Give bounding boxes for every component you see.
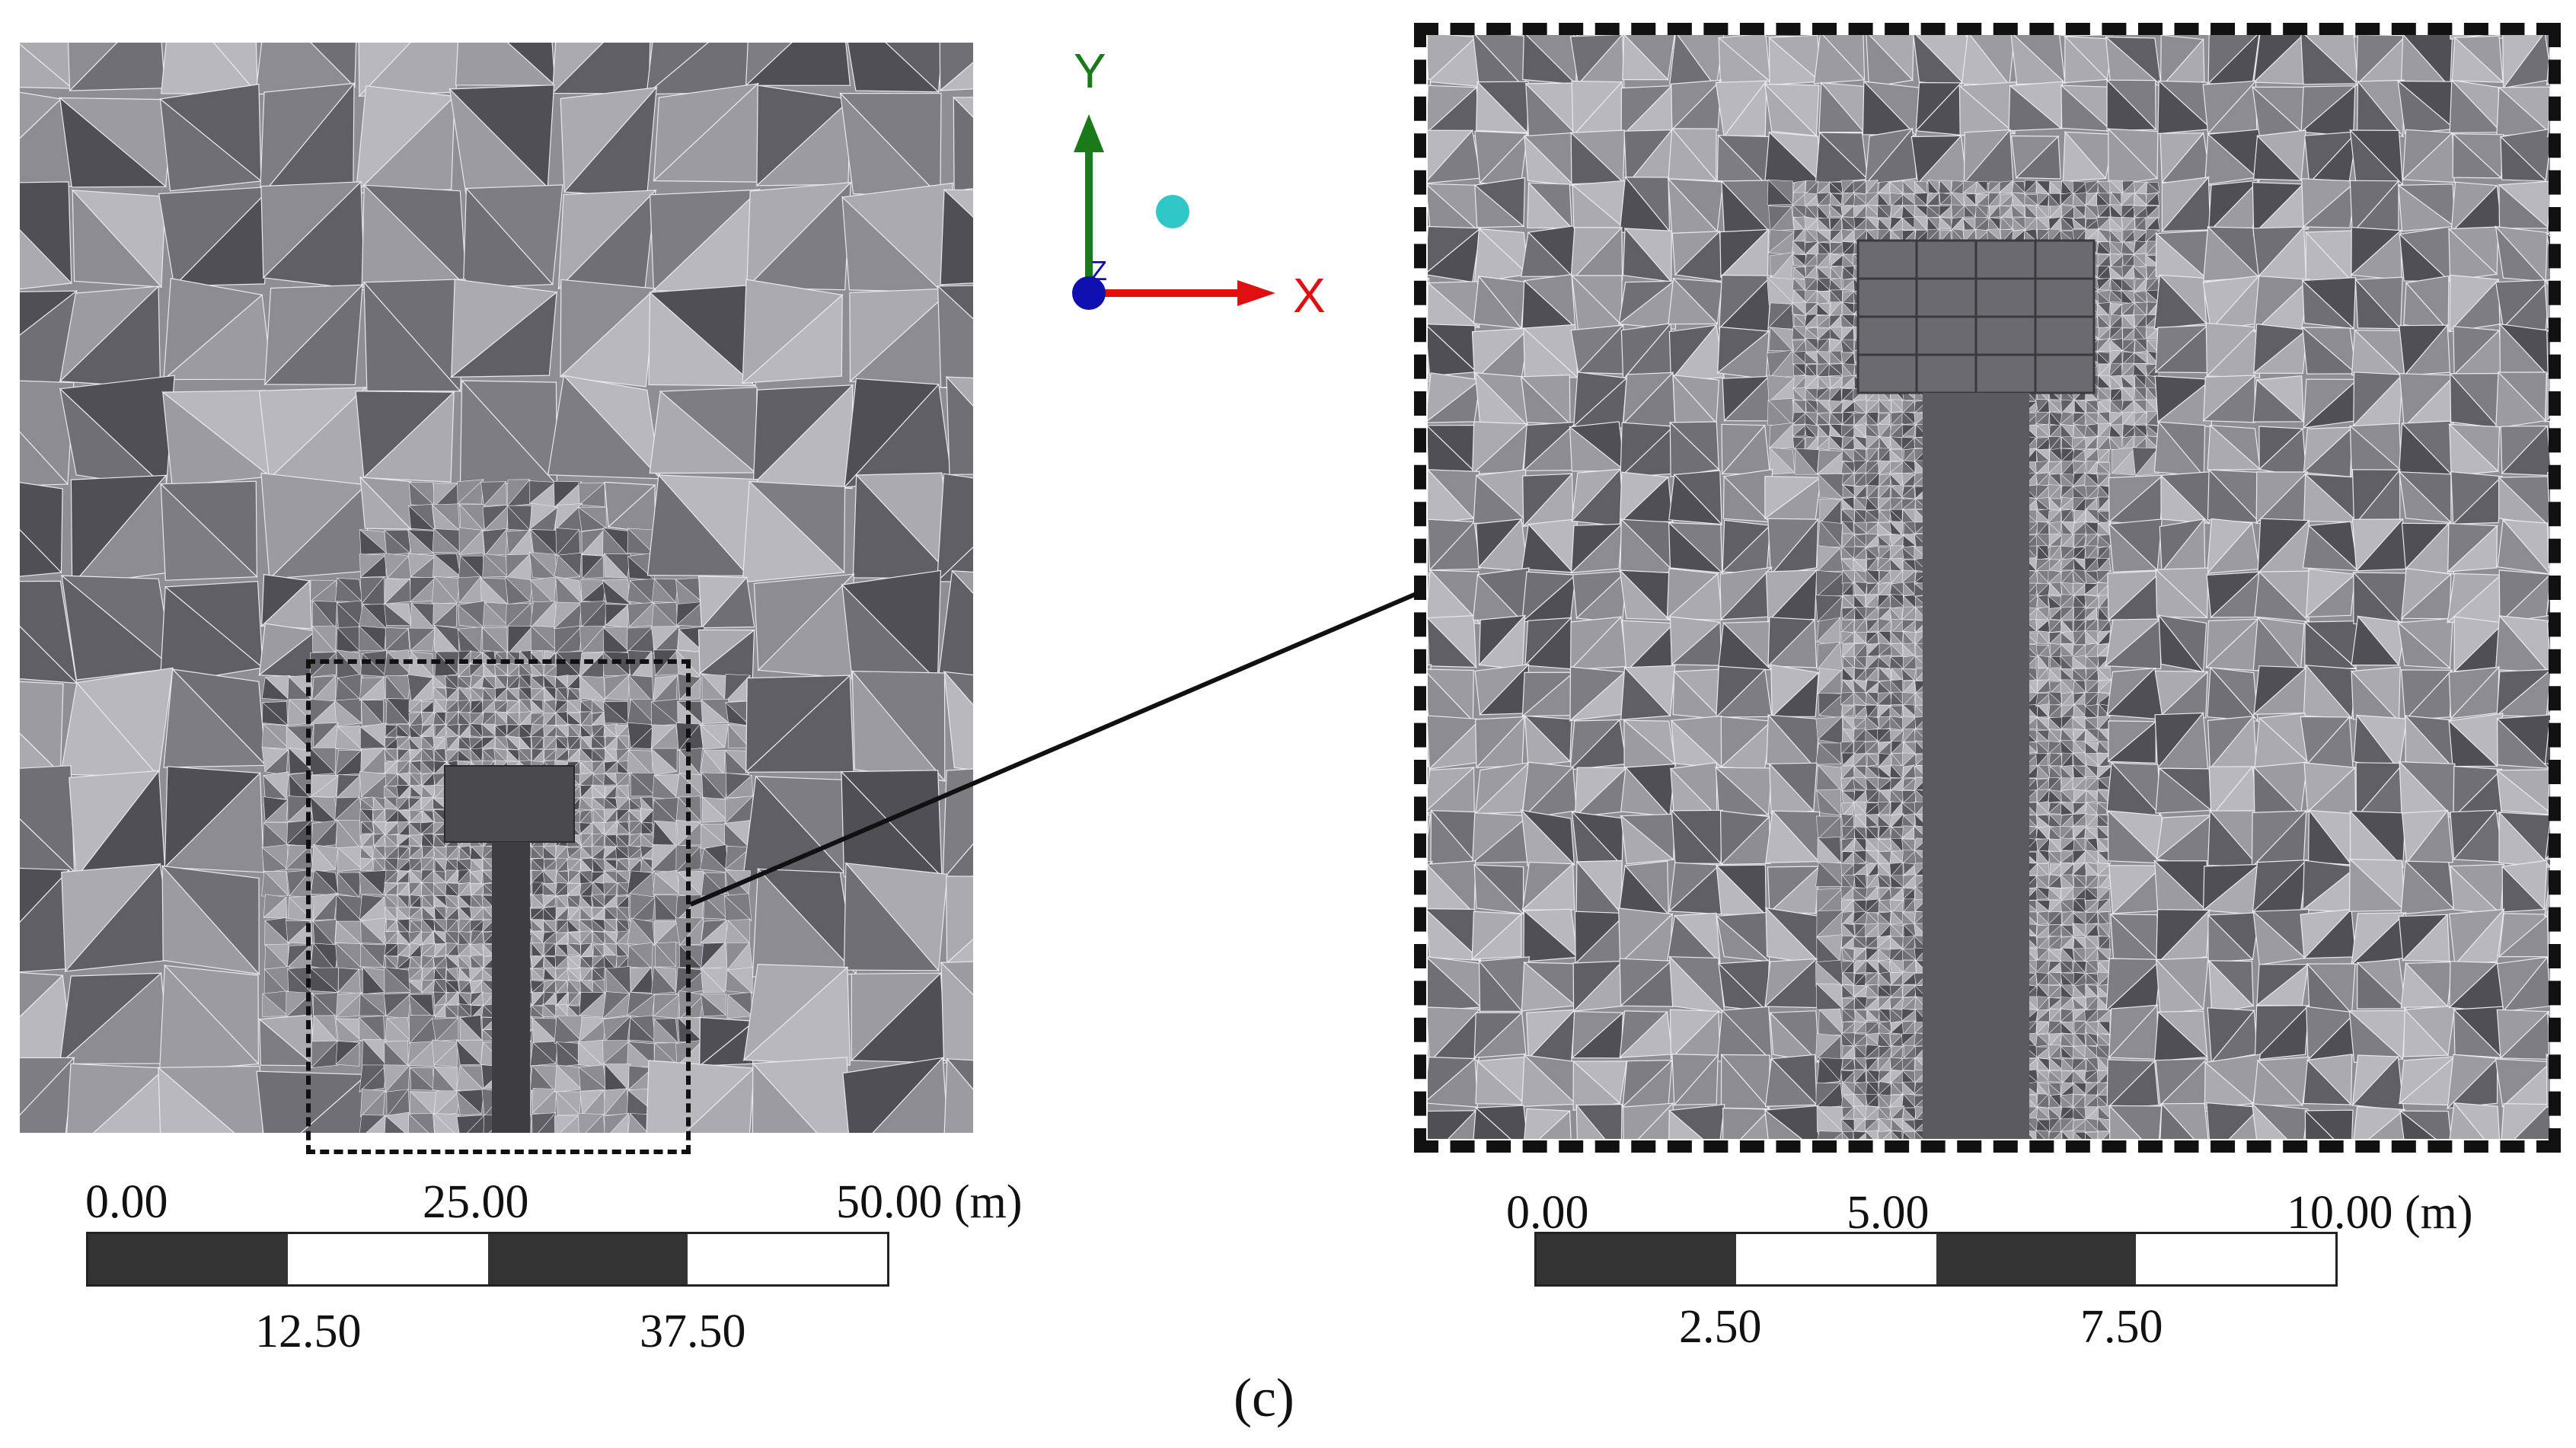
- scale-right-label-0: 0.00: [1506, 1187, 1589, 1239]
- scale-right-label-mid: 5.00: [1847, 1187, 1930, 1239]
- scale-segment: [1537, 1234, 1737, 1284]
- scale-bar-left: [86, 1232, 889, 1287]
- scale-segment: [1936, 1234, 2136, 1284]
- scale-right-label-end: 10.00 (m): [2287, 1187, 2473, 1239]
- y-axis-arrowhead: [1074, 114, 1104, 152]
- scale-left-label-end: 50.00 (m): [836, 1176, 1023, 1228]
- mesh-zoom-svg: [1428, 35, 2550, 1139]
- structure-block: [444, 765, 575, 843]
- scale-segment: [1736, 1234, 1936, 1284]
- mesh-overview-panel: [20, 43, 973, 1133]
- scale-right-label-q3: 7.50: [2080, 1301, 2163, 1353]
- y-axis-label: Y: [1074, 43, 1106, 98]
- z-axis-origin: [1072, 276, 1106, 310]
- structure-stem: [1923, 393, 2029, 1139]
- figure-caption: (c): [1234, 1367, 1294, 1428]
- zoom-region-box: [306, 659, 691, 1154]
- scale-segment: [687, 1234, 887, 1284]
- z-axis-label: Z: [1090, 255, 1107, 286]
- scale-bar-right: [1534, 1232, 2338, 1287]
- x-axis-label: X: [1293, 268, 1326, 323]
- zoom-frame: [1414, 23, 2561, 1153]
- scale-left-label-0: 0.00: [85, 1176, 168, 1228]
- structure-stem: [492, 842, 530, 1133]
- coordinate-triad: Y X Z: [1072, 43, 1326, 323]
- scale-left-label-mid: 25.00: [423, 1176, 529, 1228]
- scale-segment: [288, 1234, 488, 1284]
- mesh-zoom-panel: [1428, 35, 2550, 1139]
- scale-left-label-q3: 37.50: [640, 1306, 746, 1357]
- scale-right-label-q1: 2.50: [1679, 1301, 1762, 1353]
- structure-block-grid: [1858, 241, 2094, 393]
- scale-segment: [88, 1234, 289, 1284]
- scale-segment: [2135, 1234, 2335, 1284]
- x-axis-arrowhead: [1237, 280, 1275, 306]
- scale-left-label-q1: 12.50: [255, 1306, 362, 1357]
- view-sphere: [1156, 195, 1189, 228]
- scale-segment: [487, 1234, 688, 1284]
